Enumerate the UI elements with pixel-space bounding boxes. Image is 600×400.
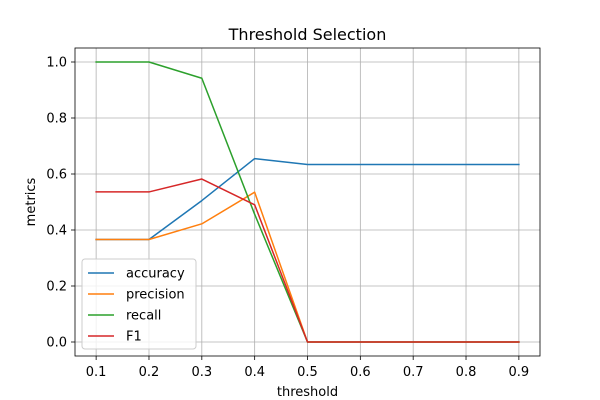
x-tick-label: 0.1 [86, 365, 107, 380]
x-tick-label: 0.5 [297, 365, 318, 380]
legend-label-recall: recall [126, 309, 161, 324]
legend-label-accuracy: accuracy [126, 267, 185, 282]
legend-label-precision: precision [126, 288, 185, 303]
x-tick-label: 0.6 [350, 365, 371, 380]
chart-title: Threshold Selection [228, 25, 387, 44]
x-tick-label: 0.7 [403, 365, 424, 380]
axis-ticks: 0.1 0.2 0.3 0.4 0.5 0.6 0.7 0.8 0.9 0.0 0.2 0.4 0.6 0… [46, 56, 529, 381]
series-line-accuracy [95, 157, 520, 241]
x-tick-label: 0.4 [244, 365, 265, 380]
y-tick-label: 0.8 [46, 112, 67, 127]
series-lines [95, 61, 520, 343]
x-tick-label: 0.3 [191, 365, 212, 380]
y-tick-label: 0.0 [46, 336, 67, 351]
x-tick-label: 0.2 [139, 365, 160, 380]
y-tick-label: 1.0 [46, 56, 67, 71]
legend-label-f1: F1 [126, 330, 142, 345]
series-line-f1 [95, 178, 520, 343]
legend: accuracy precision recall F1 [81, 258, 197, 350]
y-tick-label: 0.2 [46, 280, 67, 295]
y-tick-label: 0.4 [46, 224, 67, 239]
x-tick-label: 0.8 [456, 365, 477, 380]
legend-box [81, 258, 197, 350]
y-axis-label: metrics [24, 177, 39, 226]
x-axis-label: threshold [277, 385, 338, 400]
x-tick-label: 0.9 [509, 365, 530, 380]
y-tick-label: 0.6 [46, 168, 67, 183]
